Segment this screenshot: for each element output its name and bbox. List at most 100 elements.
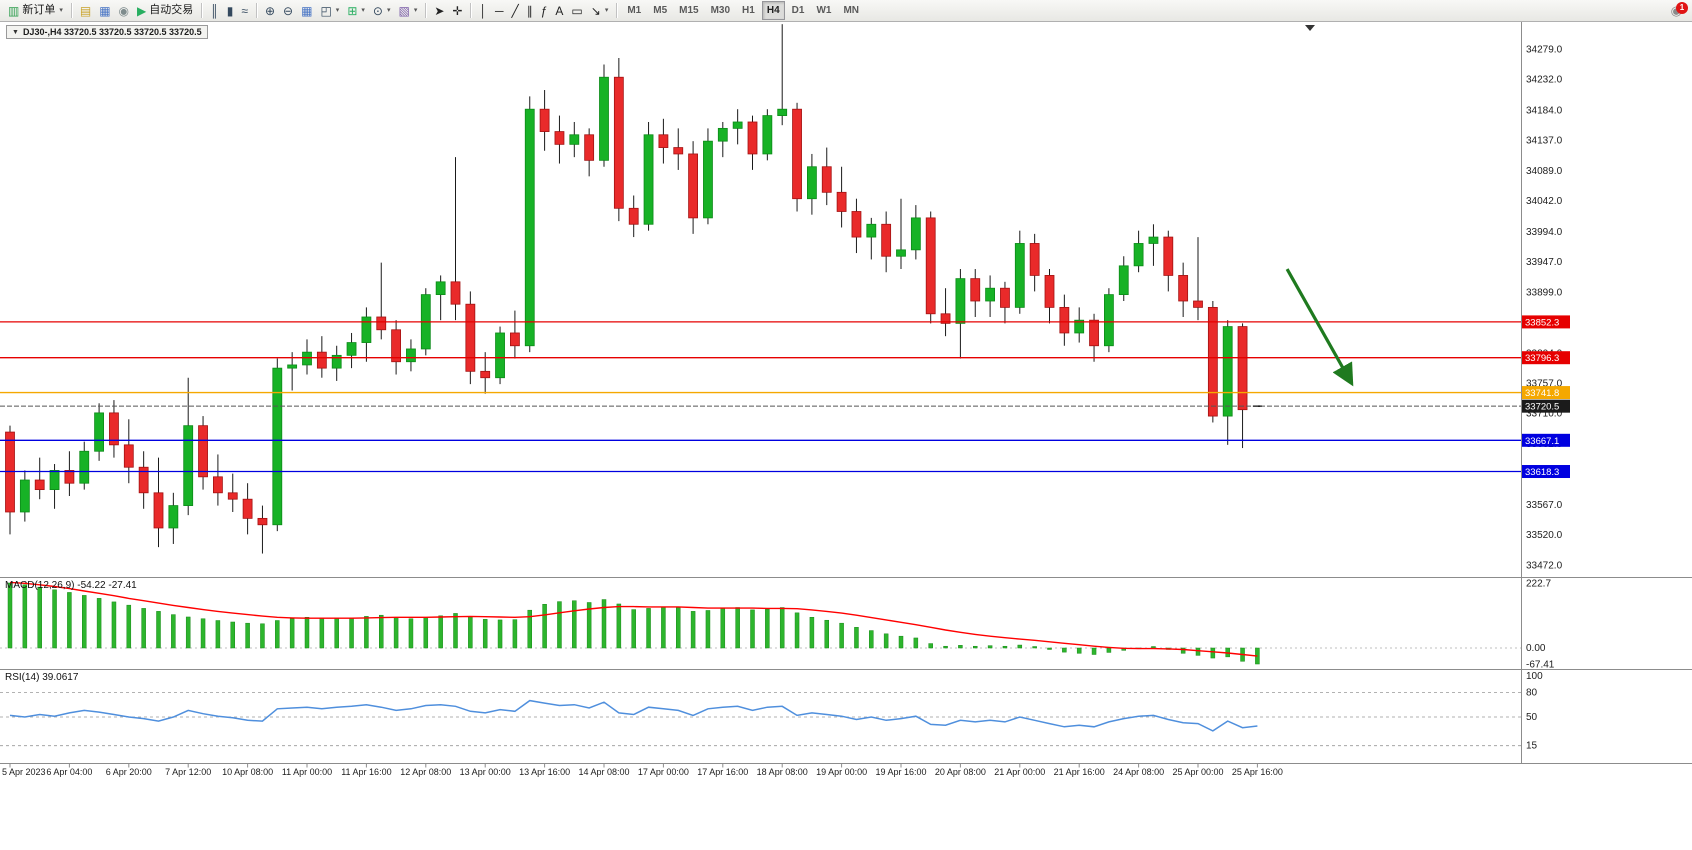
timeframe-h4-button[interactable]: H4 (761, 1, 785, 20)
new-order-icon: ▥ (8, 3, 20, 18)
toolbar-separator (616, 3, 618, 18)
svg-text:10 Apr 08:00: 10 Apr 08:00 (222, 767, 273, 777)
arrows-button[interactable]: ↘ ▾ (587, 0, 613, 21)
data-window-icon: ▦ (99, 3, 111, 18)
periods-icon: ⊙ (372, 3, 383, 18)
svg-text:222.7: 222.7 (1526, 579, 1551, 590)
periods-button[interactable]: ⊙ ▾ (369, 0, 395, 21)
svg-text:33852.3: 33852.3 (1525, 317, 1559, 328)
chevron-down-icon[interactable]: ▾ (604, 7, 609, 14)
chart-shift-marker[interactable] (1305, 25, 1315, 31)
svg-text:25 Apr 16:00: 25 Apr 16:00 (1232, 767, 1283, 777)
svg-text:15: 15 (1526, 741, 1538, 752)
refresh-icon: ◉ (118, 3, 130, 18)
zoom-in-button[interactable]: ⊕ (261, 0, 279, 21)
templates-button[interactable]: ▧ ▾ (394, 0, 421, 21)
horizontal-line-button[interactable]: ─ (491, 0, 508, 21)
trendline-button[interactable]: ╱ (507, 0, 522, 21)
chevron-down-icon[interactable]: ▾ (361, 7, 365, 14)
bar-chart-icon: ║ (210, 3, 219, 18)
macd-title: MACD(12,26,9) -54.22 -27.41 (5, 580, 137, 591)
svg-text:50: 50 (1526, 712, 1538, 723)
auto-trading-button[interactable]: ▶ 自动交易 (133, 0, 197, 21)
timeframe-d1-button[interactable]: D1 (791, 5, 805, 16)
zoom-out-icon: ⊖ (283, 3, 294, 18)
svg-text:7 Apr 12:00: 7 Apr 12:00 (165, 767, 211, 777)
label-button[interactable]: ▭ (567, 0, 586, 21)
candles-layer (5, 24, 1262, 554)
refresh-button[interactable]: ◉ (115, 0, 133, 21)
notifications-button[interactable]: ◉1 (1671, 1, 1688, 19)
tile-windows-button[interactable]: ▦ (297, 0, 316, 21)
svg-text:33994.0: 33994.0 (1526, 227, 1563, 238)
svg-text:6 Apr 04:00: 6 Apr 04:00 (46, 767, 92, 777)
timeframe-m1-button[interactable]: M1 (627, 5, 642, 16)
rsi-axis[interactable]: 100 80 50 15 (1526, 671, 1543, 752)
text-button[interactable]: A (551, 0, 567, 21)
timeframe-h1-button[interactable]: H1 (742, 5, 755, 16)
new-order-button[interactable]: ▥ 新订单 ▾ (4, 0, 67, 21)
data-window-button[interactable]: ▦ (95, 0, 114, 21)
horizontal-line-icon: ─ (494, 3, 504, 18)
indicators-button[interactable]: ⊞ ▾ (343, 0, 369, 21)
line-chart-button[interactable]: ≈ (237, 0, 252, 21)
bar-chart-button[interactable]: ║ (206, 0, 223, 21)
fibonacci-button[interactable]: ƒ (537, 0, 552, 21)
auto-trading-icon: ▶ (137, 3, 147, 18)
svg-text:33520.0: 33520.0 (1526, 530, 1563, 541)
notification-count-badge: 1 (1676, 1, 1688, 14)
trendline-icon: ╱ (511, 3, 519, 18)
chevron-down-icon[interactable]: ▾ (413, 7, 418, 14)
label-icon: ▭ (571, 3, 583, 18)
svg-text:11 Apr 00:00: 11 Apr 00:00 (282, 767, 332, 777)
svg-text:33472.0: 33472.0 (1526, 561, 1563, 572)
svg-text:5 Apr 2023: 5 Apr 2023 (2, 767, 46, 777)
svg-text:33567.0: 33567.0 (1526, 500, 1563, 511)
templates-icon: ▧ (398, 3, 410, 18)
zoom-out-button[interactable]: ⊖ (279, 0, 297, 21)
text-icon: A (555, 3, 564, 18)
chevron-down-icon[interactable]: ▾ (335, 7, 340, 14)
svg-text:34089.0: 34089.0 (1526, 166, 1563, 177)
pane-separators[interactable] (0, 22, 1692, 764)
svg-text:12 Apr 08:00: 12 Apr 08:00 (400, 767, 451, 777)
svg-text:33710.0: 33710.0 (1526, 408, 1563, 419)
vertical-line-button[interactable]: │ (475, 0, 491, 21)
svg-text:-67.41: -67.41 (1526, 660, 1555, 671)
macd-axis[interactable]: 222.7 0.00 -67.41 (1526, 579, 1555, 671)
crosshair-button[interactable]: ✛ (448, 0, 466, 21)
toolbar: ▥ 新订单 ▾ ▤ ▦ ◉ ▶ 自动交易 ║ ▮ ≈ ⊕ ⊖ ▦ ◰ ▾ ⊞ ▾ ⊙ ▾ ▧ ▾ ➤ ✛ │ ─ ╱ ∥ ƒ A ▭ ↘ ▾ M1… (0, 0, 1692, 22)
crosshair-icon: ✛ (452, 3, 463, 18)
timeframe-m30-button[interactable]: M30 (710, 5, 731, 16)
toolbar-separator (255, 3, 257, 18)
svg-text:11 Apr 16:00: 11 Apr 16:00 (341, 767, 391, 777)
timeframe-mn-button[interactable]: MN (843, 5, 859, 16)
svg-text:19 Apr 00:00: 19 Apr 00:00 (816, 767, 867, 777)
vertical-line-icon: │ (479, 3, 487, 18)
annotation-down-arrow[interactable] (1285, 268, 1354, 387)
zoom-in-icon: ⊕ (264, 3, 276, 18)
candlestick-chart-button[interactable]: ▮ (223, 0, 238, 21)
channel-button[interactable]: ∥ (523, 0, 537, 21)
market-watch-button[interactable]: ▤ (76, 0, 95, 21)
fibonacci-icon: ƒ (540, 3, 548, 18)
timeframe-w1-button[interactable]: W1 (816, 5, 832, 16)
chart-collapse-icon[interactable]: ▼ (12, 28, 19, 36)
rsi-line (9, 699, 1258, 732)
svg-text:100: 100 (1526, 671, 1543, 682)
svg-text:6 Apr 20:00: 6 Apr 20:00 (106, 767, 152, 777)
tile-windows-icon: ▦ (301, 3, 313, 18)
cursor-button[interactable]: ➤ (430, 0, 448, 21)
svg-text:19 Apr 16:00: 19 Apr 16:00 (875, 767, 926, 777)
market-watch-icon: ▤ (79, 3, 92, 18)
candlestick-chart-icon: ▮ (226, 3, 234, 18)
time-axis[interactable]: 5 Apr 2023 6 Apr 04:00 6 Apr 20:00 7 Apr 12… (2, 763, 1283, 778)
timeframe-m15-button[interactable]: M15 (679, 5, 699, 16)
chart-ohlc-text: DJ30-,H4 33720.5 33720.5 33720.5 33720.5 (22, 27, 202, 37)
new-chart-button[interactable]: ◰ ▾ (316, 0, 343, 21)
timeframe-m5-button[interactable]: M5 (653, 5, 668, 16)
chevron-down-icon[interactable]: ▾ (59, 7, 63, 14)
chevron-down-icon[interactable]: ▾ (386, 7, 391, 14)
